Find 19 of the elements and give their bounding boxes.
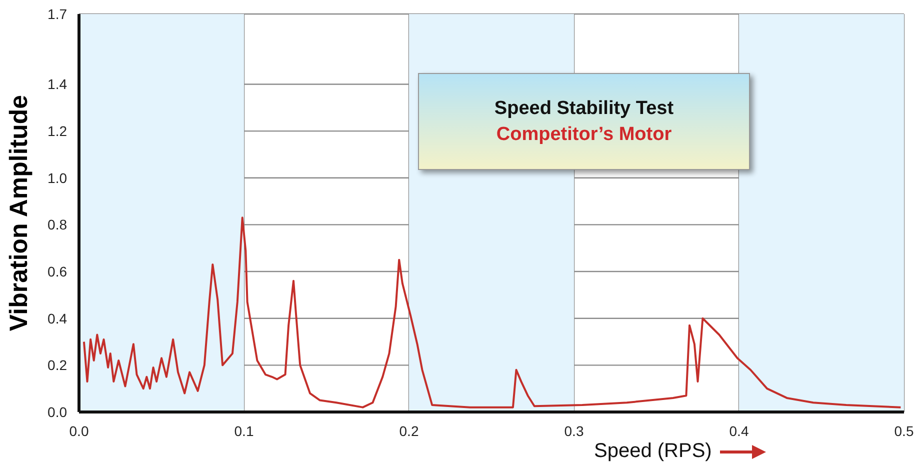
y-tick-label: 1.2 — [48, 123, 68, 140]
x-tick-label: 0.2 — [399, 422, 419, 439]
x-tick-label: 0.5 — [894, 422, 914, 439]
y-tick-label: 1.7 — [48, 6, 68, 22]
y-tick-label: 0.4 — [48, 310, 68, 326]
y-tick-label: 0.6 — [48, 264, 68, 280]
y-tick-label: 0.8 — [48, 216, 68, 233]
y-tick-label: 1.4 — [48, 76, 68, 92]
y-tick-label: 0.0 — [48, 404, 68, 420]
x-axis-title: Speed (RPS) — [594, 440, 712, 463]
x-tick-label: 0.1 — [234, 422, 254, 439]
y-tick-label: 0.2 — [48, 357, 68, 374]
y-tick-label: 1.0 — [48, 170, 68, 186]
y-axis-title: Vibration Amplitude — [4, 94, 33, 332]
line-series — [82, 216, 902, 408]
x-tick-label: 0.4 — [729, 422, 749, 439]
x-tick-label: 0.3 — [564, 422, 584, 439]
x-tick-label: 0.0 — [69, 422, 89, 439]
title-panel: Speed Stability Test Competitor’s Motor — [418, 73, 750, 170]
